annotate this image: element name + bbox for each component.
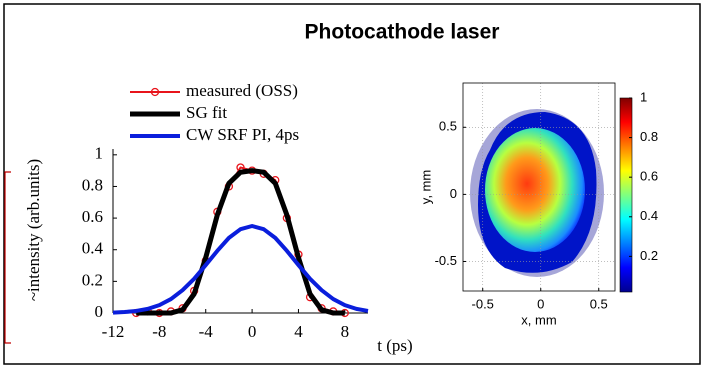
- x-axis-label: x, mm: [521, 312, 556, 327]
- y-tick-label: 0: [450, 186, 457, 201]
- y-tick-label: 0.8: [82, 175, 103, 194]
- y-axis-label: y, mm: [418, 170, 433, 204]
- legend-label: CW SRF PI, 4ps: [186, 125, 299, 144]
- side-bracket: [5, 172, 11, 343]
- slide-title: Photocathode laser: [305, 21, 500, 44]
- x-tick-label: 0: [248, 322, 257, 341]
- series-line: [136, 171, 345, 313]
- x-tick-label: 8: [341, 322, 350, 341]
- colorbar-tick-label: 0.2: [640, 248, 658, 263]
- colorbar-tick-label: 0.6: [640, 169, 658, 184]
- slide: Photocathode laser -12 -8 -4 0 4 8 0 0.2 0.4 0.6 0…: [0, 0, 705, 368]
- x-tick-label: 0: [537, 296, 544, 311]
- x-tick-label: 4: [294, 322, 303, 341]
- x-tick-label: -8: [152, 322, 166, 341]
- y-tick-label: 0.5: [439, 119, 457, 134]
- y-tick-label: -0.5: [435, 253, 457, 268]
- series-line: [136, 167, 345, 313]
- y-tick-label: 1: [95, 144, 104, 163]
- beam-image-chart: -0.5 0 0.5 -0.5 0 0.5 x, mm y, mm 0.2 0.4 0.6 0.8 1: [418, 83, 658, 327]
- y-tick-label: 0.4: [82, 239, 104, 258]
- y-tick-label: 0: [95, 302, 104, 321]
- legend-label: measured (OSS): [186, 81, 298, 100]
- x-tick-label: -12: [102, 322, 125, 341]
- y-tick-label: 0.6: [82, 207, 103, 226]
- pulse-chart: -12 -8 -4 0 4 8 0 0.2 0.4 0.6 0.8 1 t (ps) ~intensity…: [24, 81, 413, 355]
- x-axis-label: t (ps): [377, 336, 412, 355]
- legend-label: SG fit: [186, 103, 227, 122]
- beam-core: [485, 128, 585, 252]
- x-tick-label: -4: [199, 322, 214, 341]
- beam-image: [470, 109, 604, 277]
- colorbar: [620, 98, 632, 292]
- x-tick-label: 0.5: [590, 296, 608, 311]
- colorbar-tick-label: 0.4: [640, 208, 658, 223]
- colorbar-tick-label: 1: [640, 89, 647, 104]
- colorbar-tick-label: 0.8: [640, 129, 658, 144]
- y-tick-label: 0.2: [82, 270, 103, 289]
- y-axis-label: ~intensity (arb.units): [24, 159, 43, 301]
- x-tick-label: -0.5: [472, 296, 494, 311]
- series-line: [113, 226, 368, 313]
